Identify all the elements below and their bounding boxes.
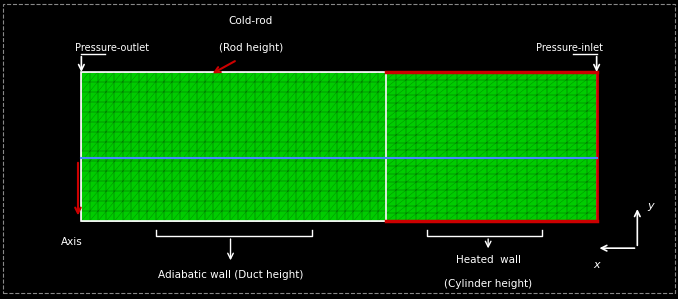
- Text: (Rod height): (Rod height): [219, 43, 283, 53]
- FancyBboxPatch shape: [81, 72, 597, 221]
- Text: Pressure-inlet: Pressure-inlet: [536, 43, 603, 53]
- Text: (Cylinder height): (Cylinder height): [444, 279, 532, 289]
- Text: Axis: Axis: [61, 237, 83, 247]
- Text: y: y: [647, 201, 654, 211]
- Text: Adiabatic wall (Duct height): Adiabatic wall (Duct height): [158, 270, 303, 280]
- Text: Heated  wall: Heated wall: [456, 255, 521, 265]
- Text: Cold-rod: Cold-rod: [228, 16, 273, 26]
- Text: Pressure-outlet: Pressure-outlet: [75, 43, 148, 53]
- Text: x: x: [593, 260, 600, 270]
